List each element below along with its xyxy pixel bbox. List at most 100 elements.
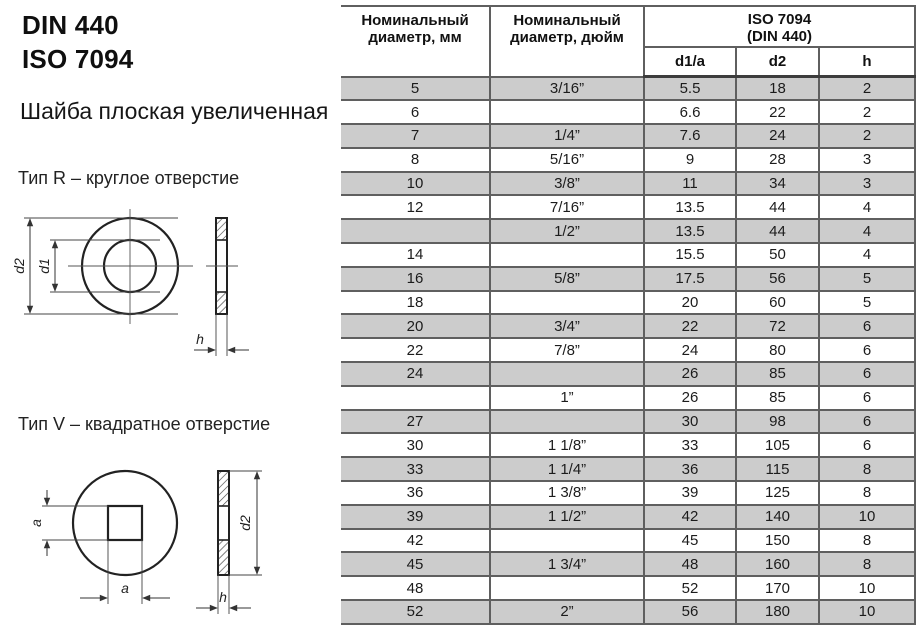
table-cell: 7/8”	[489, 337, 645, 364]
table-row: 30 1 1/8” 33 105 6	[341, 432, 916, 459]
section-hatch-top	[215, 217, 228, 241]
table-cell: 140	[735, 503, 820, 530]
section-outline	[217, 470, 230, 576]
table-cell	[489, 361, 645, 387]
header-d1a: d1/a	[644, 45, 737, 78]
table-row: 24 26 85 6	[341, 361, 916, 387]
table-row: 8 5/16” 9 28 3	[341, 146, 916, 173]
section-hatch-top	[217, 470, 230, 507]
table-cell: 8	[818, 551, 916, 578]
table-cell: 6	[341, 99, 491, 126]
table-cell: 1 1/8”	[489, 432, 645, 459]
type-r-label: Тип R – круглое отверстие	[18, 168, 240, 188]
table-cell: 5/16”	[489, 146, 645, 173]
table-cell	[489, 527, 645, 554]
table-cell: 1 3/4”	[489, 551, 645, 578]
header-h: h	[818, 45, 916, 78]
outer-diameter-circle	[71, 469, 179, 577]
type-v-drawing: a a d2 h	[28, 469, 262, 614]
table-cell: 22	[735, 99, 820, 126]
table-cell: 1/2”	[489, 218, 645, 245]
square-hole	[106, 504, 144, 542]
table-cell: 22	[643, 313, 737, 340]
table-cell	[489, 408, 645, 435]
table-cell: 8	[341, 146, 491, 173]
table-cell: 50	[735, 242, 820, 268]
table-cell: 2	[818, 99, 916, 126]
type-r-drawing: d2 d1 h	[11, 209, 249, 356]
table-cell: 6	[818, 361, 916, 387]
table-cell: 6	[818, 313, 916, 340]
table-cell: 4	[818, 218, 916, 245]
table-row: 45 1 3/4” 48 160 8	[341, 551, 916, 578]
table-cell: 60	[735, 289, 820, 316]
table-cell: 30	[341, 432, 491, 459]
table-row: 7 1/4” 7.6 24 2	[341, 123, 916, 149]
table-cell: 150	[735, 527, 820, 554]
a-side-label: a	[28, 519, 44, 527]
table-cell: 18	[341, 289, 491, 316]
table-cell: 2	[818, 123, 916, 149]
section-hatch-bottom	[217, 539, 230, 576]
header-row-top: Номинальный диаметр, мм Номинальный диам…	[341, 5, 916, 78]
table-cell: 36	[341, 480, 491, 506]
table-cell: 13.5	[643, 194, 737, 221]
table-cell: 20	[341, 313, 491, 340]
table-row: 5 3/16” 5.5 18 2	[341, 75, 916, 102]
table-row: 14 15.5 50 4	[341, 242, 916, 268]
table-cell: 6	[818, 432, 916, 459]
table-cell: 33	[341, 456, 491, 483]
table-cell: 39	[643, 480, 737, 506]
table-cell: 6.6	[643, 99, 737, 126]
table-cell: 10	[818, 503, 916, 530]
table-cell: 125	[735, 480, 820, 506]
header-standard-group: ISO 7094 (DIN 440)	[643, 5, 916, 48]
table-cell: 8	[818, 527, 916, 554]
table-cell: 1 1/4”	[489, 456, 645, 483]
table-cell: 3	[818, 170, 916, 197]
table-row: 6 6.6 22 2	[341, 99, 916, 126]
table-cell: 10	[818, 575, 916, 602]
table-cell: 180	[735, 599, 820, 625]
header-group-subtitle: (DIN 440)	[746, 28, 813, 46]
table-cell: 30	[643, 408, 737, 435]
dimension-table: Номинальный диаметр, мм Номинальный диам…	[341, 5, 916, 625]
h-label: h	[219, 589, 227, 605]
table-cell: 6	[818, 408, 916, 435]
table-row: 48 52 170 10	[341, 575, 916, 602]
table-cell: 28	[735, 146, 820, 173]
table-cell: 105	[735, 432, 820, 459]
table-cell: 18	[735, 75, 820, 102]
table-row: 18 20 60 5	[341, 289, 916, 316]
table-cell: 7/16”	[489, 194, 645, 221]
table-cell: 15.5	[643, 242, 737, 268]
table-row: 10 3/8” 11 34 3	[341, 170, 916, 197]
table-cell: 2”	[489, 599, 645, 625]
table-cell: 98	[735, 408, 820, 435]
table-cell: 17.5	[643, 265, 737, 292]
table-cell: 13.5	[643, 218, 737, 245]
table-cell: 56	[643, 599, 737, 625]
standard-title-din: DIN 440	[22, 10, 119, 40]
table-cell: 12	[341, 194, 491, 221]
table-cell: 20	[643, 289, 737, 316]
table-cell: 160	[735, 551, 820, 578]
table-cell: 5/8”	[489, 265, 645, 292]
table-cell: 26	[643, 384, 737, 411]
table-cell	[341, 384, 491, 411]
table-cell: 3	[818, 146, 916, 173]
table-cell: 7	[341, 123, 491, 149]
table-cell: 5	[341, 75, 491, 102]
table-cell: 85	[735, 361, 820, 387]
d1-label: d1	[36, 258, 52, 274]
table-cell: 85	[735, 384, 820, 411]
h-label: h	[196, 331, 204, 347]
table-cell: 33	[643, 432, 737, 459]
table-cell	[489, 242, 645, 268]
table-cell: 1 1/2”	[489, 503, 645, 530]
table-cell: 45	[643, 527, 737, 554]
table-cell: 48	[341, 575, 491, 602]
d2-label: d2	[11, 258, 27, 274]
table-cell: 5	[818, 289, 916, 316]
table-row: 22 7/8” 24 80 6	[341, 337, 916, 364]
